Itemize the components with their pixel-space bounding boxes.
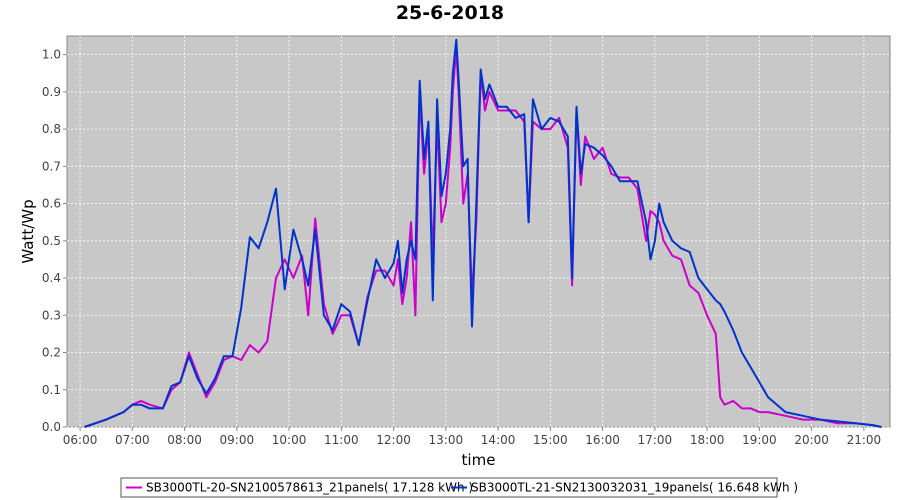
y-tick-label: 0.6	[42, 197, 61, 211]
y-tick-label: 0.3	[42, 308, 61, 322]
x-tick-label: 15:00	[533, 433, 568, 447]
series-line-2	[84, 38, 882, 428]
y-tick-label: 0.5	[42, 234, 61, 248]
x-tick-label: 12:00	[376, 433, 411, 447]
x-tick-label: 10:00	[272, 433, 307, 447]
y-tick-label: 0.9	[42, 85, 61, 99]
x-tick-label: 06:00	[63, 433, 98, 447]
x-axis-title: time	[462, 451, 496, 469]
y-tick-label: 0.0	[42, 420, 61, 434]
x-tick-label: 13:00	[429, 433, 464, 447]
chart-title: 25-6-2018	[395, 2, 505, 24]
series-line-1	[84, 46, 882, 428]
x-tick-label: 11:00	[324, 433, 359, 447]
legend-label-1: SB3000TL-20-SN2100578613_21panels( 17.12…	[146, 481, 473, 495]
x-tick-label: 18:00	[690, 433, 725, 447]
plot-area	[66, 35, 891, 428]
x-tick-label: 08:00	[167, 433, 202, 447]
x-tick-label: 16:00	[585, 433, 620, 447]
y-tick-label: 0.8	[42, 122, 61, 136]
legend-box	[120, 477, 778, 498]
x-tick-label: 17:00	[638, 433, 673, 447]
x-tick-label: 19:00	[742, 433, 777, 447]
x-tick-label: 07:00	[115, 433, 150, 447]
y-tick-label: 0.7	[42, 159, 61, 173]
x-tick-label: 09:00	[220, 433, 255, 447]
x-tick-label: 14:00	[481, 433, 516, 447]
x-tick-label: 21:00	[847, 433, 882, 447]
y-tick-label: 0.2	[42, 346, 61, 360]
y-tick-label: 0.1	[42, 383, 61, 397]
y-tick-label: 0.4	[42, 271, 61, 285]
x-tick-label: 20:00	[794, 433, 829, 447]
legend-label-2: SB3000TL-21-SN2130032031_19panels( 16.64…	[471, 481, 798, 495]
y-axis-title: Watt/Wp	[19, 199, 37, 263]
y-tick-label: 1.0	[42, 48, 61, 62]
